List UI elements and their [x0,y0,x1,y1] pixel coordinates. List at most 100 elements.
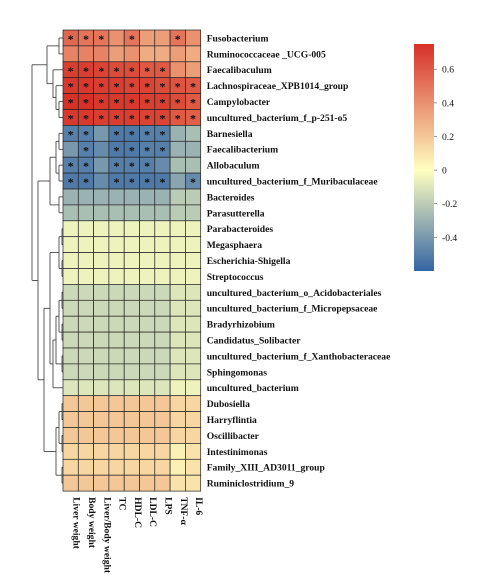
significance-star: * [68,127,74,141]
heatmap-cell [93,443,110,460]
heatmap-cell [123,45,140,63]
heatmap-cell [123,188,140,206]
heatmap-cell [169,220,186,238]
heatmap-cell [169,204,186,222]
heatmap-cell [154,29,171,47]
heatmap-cell [93,299,110,317]
significance-star: * [190,111,196,125]
heatmap-cell [93,125,110,142]
significance-star: * [68,32,74,46]
significance-star: * [83,96,89,110]
significance-star: * [175,32,181,46]
significance-star: * [114,159,120,173]
heatmap-cell [77,252,94,269]
heatmap-cell [93,379,110,397]
heatmap-cell [77,268,94,285]
heatmap-cell [93,45,110,63]
heatmap-cell [139,284,156,301]
heatmap-cell [185,252,202,269]
heatmap-cell [77,188,94,206]
heatmap-cell [93,284,110,301]
heatmap-cell [154,331,171,349]
heatmap-cell [169,363,186,381]
heatmap-cell [93,172,110,190]
color-scale-tick-label: -0.4 [442,233,457,244]
significance-star: * [98,64,104,78]
row-label: Bradyrhizobium [207,320,275,331]
heatmap-cell [62,315,79,333]
heatmap-cell [93,236,110,253]
heatmap-cell [169,140,186,158]
row-label: Dubosiella [207,399,250,410]
heatmap-cell [169,299,186,317]
row-label: Intestinimonas [207,447,268,458]
heatmap-cell [169,188,186,206]
color-scale-bar [414,44,434,271]
heatmap-cell [185,443,202,460]
heatmap-cell [123,395,140,412]
heatmap-cell [123,411,140,428]
heatmap-cell [123,331,140,349]
heatmap-cell [77,204,94,222]
heatmap-cell [93,140,110,158]
heatmap-cell [77,379,94,397]
heatmap-cell [154,474,171,492]
heatmap-cell [123,268,140,285]
heatmap-cell [169,61,186,79]
heatmap-cell [139,427,156,444]
significance-stars: * * * * ** * * * * * ** * * * * * * * ** * * * * * * * ** * * * * * * * **… [68,32,196,189]
row-labels: Fusobacterium Ruminococcaceae _UCG-005 Fae… [207,33,391,489]
heatmap-cell [123,474,140,492]
heatmap-cell [139,188,156,206]
heatmap-cell [154,315,171,333]
heatmap-cell [108,284,125,301]
row-label: Faecalibaculum [207,65,272,76]
heatmap-cell [169,395,186,412]
heatmap-cell [154,188,171,206]
heatmap-cell [169,411,186,428]
heatmap-cell [108,268,125,285]
row-label: Parasutterella [207,208,265,219]
significance-star: * [175,80,181,94]
heatmap-cell [139,379,156,397]
significance-star: * [144,111,150,125]
significance-star: * [68,175,74,189]
heatmap-cell [62,299,79,317]
heatmap-cell [93,411,110,428]
heatmap-cell [108,379,125,397]
heatmap-cell [123,252,140,269]
heatmap-cell [123,347,140,365]
row-label: uncultured_bacterium_f_Micropepsaceae [207,304,378,315]
heatmap-cell [185,331,202,349]
heatmap-cell [139,220,156,238]
color-scale-tick-label: 0.6 [442,65,454,76]
heatmap-cell [123,363,140,381]
significance-star: * [129,64,135,78]
heatmap-cell [93,395,110,412]
heatmap-cell [154,411,171,428]
significance-star: * [83,32,89,46]
row-label: uncultured_bacterium_f_Muribaculaceae [207,176,379,187]
heatmap-cell [93,427,110,444]
heatmap-cell [93,220,110,238]
heatmap-cell [139,268,156,285]
heatmap-cell [108,458,125,476]
row-label: Barnesiella [207,129,253,140]
heatmap-cell [185,347,202,365]
heatmap-cell [93,268,110,285]
significance-star: * [129,80,135,94]
column-label: LDL-C [147,497,158,527]
significance-star: * [114,127,120,141]
heatmap-cell [62,140,79,158]
heatmap-cell [139,299,156,317]
heatmap-cell [62,427,79,444]
column-label: Liver weight [71,497,82,550]
heatmap-cell [185,395,202,412]
significance-star: * [175,111,181,125]
heatmap-cell [169,45,186,63]
heatmap-cell [139,204,156,222]
color-scale-tick-label: 0.2 [442,132,454,143]
heatmap-cell [62,220,79,238]
heatmap-cell [123,299,140,317]
heatmap-cell [108,188,125,206]
